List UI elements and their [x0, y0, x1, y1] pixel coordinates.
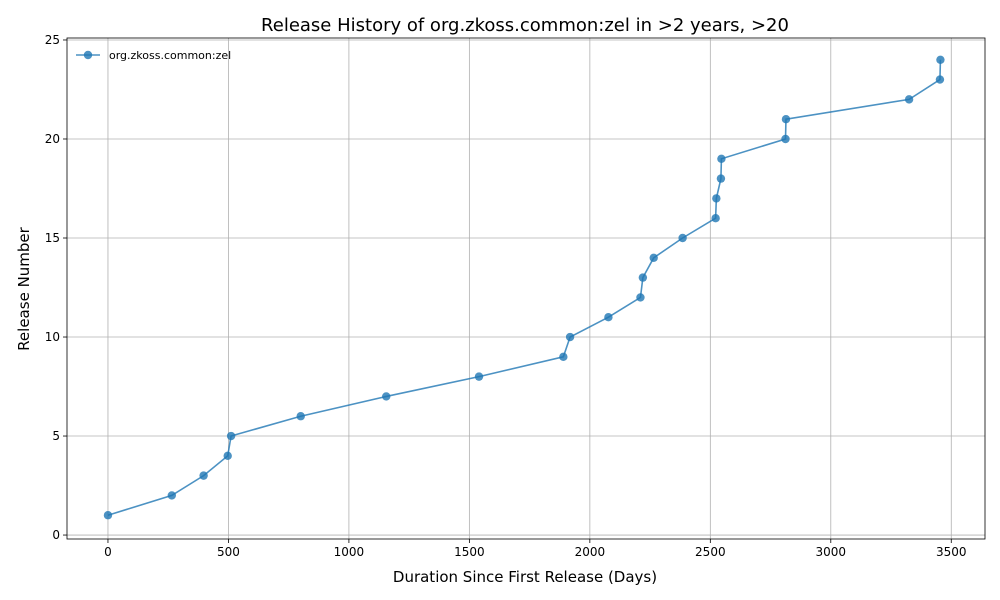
y-tick-label: 25: [45, 33, 60, 47]
x-tick-label: 2500: [695, 545, 726, 559]
data-point: [935, 75, 945, 84]
data-point: [678, 233, 687, 243]
x-tick-label: 1500: [454, 545, 485, 559]
legend-marker: [83, 50, 93, 60]
data-point: [936, 55, 945, 64]
legend-label: org.zkoss.common:zel: [109, 49, 231, 62]
y-tick-label: 0: [52, 528, 60, 542]
x-tick-label: 1000: [334, 545, 365, 559]
data-point: [559, 352, 568, 362]
data-point: [199, 471, 208, 480]
series-layer: [103, 55, 945, 520]
data-point: [296, 412, 305, 421]
x-tick-label: 0: [104, 545, 112, 559]
data-point: [103, 511, 113, 520]
data-point: [904, 95, 914, 104]
data-point: [167, 491, 177, 500]
x-tick-label: 3000: [816, 545, 847, 559]
axis-ticks: 0 500 1000 1500 2000 2500 3000 3500 0 5 10 15 20 25: [45, 33, 967, 559]
y-tick-label: 20: [45, 132, 60, 146]
data-point: [604, 313, 613, 322]
x-tick-label: 2000: [575, 545, 606, 559]
data-point: [223, 451, 232, 461]
grid: [67, 38, 985, 539]
data-point: [474, 372, 484, 381]
plot-frame: [66, 37, 986, 540]
y-tick-label: 15: [45, 231, 60, 245]
chart-title: Release History of org.zkoss.common:zel …: [261, 15, 789, 36]
legend: org.zkoss.common:zel: [76, 49, 231, 62]
data-point: [638, 273, 648, 282]
data-point: [649, 253, 658, 263]
data-point: [636, 293, 645, 302]
series-group: [103, 55, 945, 520]
data-point: [382, 392, 391, 401]
data-point: [565, 332, 575, 342]
x-axis-title: Duration Since First Release (Days): [393, 568, 657, 586]
data-point: [781, 114, 791, 124]
x-tick-label: 500: [217, 545, 240, 559]
data-point: [717, 154, 726, 163]
y-tick-label: 5: [52, 429, 60, 443]
series-line: [107, 59, 942, 517]
y-tick-label: 10: [45, 330, 60, 344]
y-axis-title: Release Number: [15, 226, 33, 350]
data-point: [711, 214, 720, 223]
data-point: [712, 194, 721, 203]
data-point: [716, 174, 726, 183]
data-point: [781, 134, 790, 144]
x-tick-label: 3500: [936, 545, 967, 559]
data-point: [226, 431, 236, 441]
